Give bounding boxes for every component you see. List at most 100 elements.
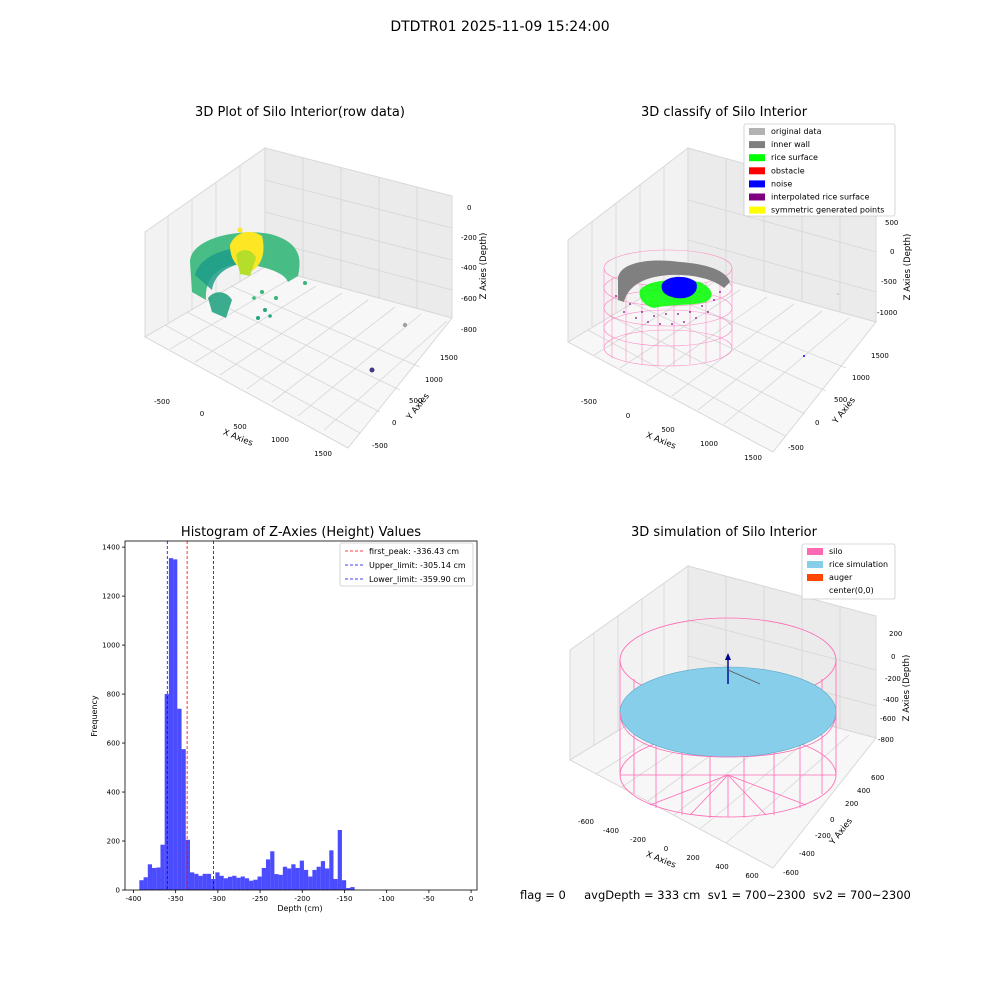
legend-label: Lower_limit: -359.90 cm	[369, 575, 466, 584]
x-tick-label: 0	[469, 895, 473, 903]
svg-text:0: 0	[830, 816, 834, 824]
svg-text:-200: -200	[630, 836, 646, 844]
histogram-bar	[143, 877, 148, 890]
histogram-bar	[350, 887, 355, 890]
legend-label: center(0,0)	[829, 586, 874, 595]
svg-text:-200: -200	[815, 832, 831, 840]
histogram-bar	[232, 875, 237, 890]
histogram-bar	[194, 873, 199, 890]
svg-text:-800: -800	[461, 326, 477, 334]
svg-text:-500: -500	[154, 398, 170, 406]
histogram-bar	[333, 878, 338, 890]
histogram-bar	[325, 868, 330, 890]
svg-text:-600: -600	[578, 818, 594, 826]
legend-swatch	[749, 128, 765, 135]
legend-label: inner wall	[771, 140, 810, 149]
histogram-frame	[124, 540, 478, 891]
histogram-bar	[211, 878, 216, 890]
histogram-bar	[282, 866, 288, 890]
histogram-bar	[299, 860, 304, 890]
svg-text:1500: 1500	[440, 354, 458, 362]
histogram-bar	[185, 839, 190, 890]
svg-text:500: 500	[885, 219, 898, 227]
svg-text:500: 500	[233, 423, 246, 431]
x-tick-label: -50	[423, 895, 434, 903]
histogram-bar	[206, 873, 212, 890]
histogram-bar	[278, 874, 283, 890]
y-tick-label: 1200	[102, 593, 120, 601]
histogram-bar	[181, 749, 186, 890]
svg-text:0: 0	[664, 845, 668, 853]
histogram-bar	[316, 866, 321, 890]
histogram-bar	[244, 878, 250, 890]
histogram-bar	[227, 876, 233, 890]
x-tick-label: -150	[337, 895, 353, 903]
status-footer: flag = 0 avgDepth = 333 cm sv1 = 700~230…	[520, 888, 911, 902]
svg-text:-600: -600	[880, 715, 896, 723]
svg-text:-400: -400	[883, 696, 899, 704]
legend-swatch	[749, 154, 765, 162]
svg-text:-800: -800	[878, 736, 894, 744]
legend-swatch	[807, 548, 823, 555]
histogram-bar	[202, 873, 207, 890]
panel-raw-3d: 3D Plot of Silo Interior(row data)	[143, 105, 489, 458]
panel-simulation-3d: 3D simulation of Silo Interior	[568, 525, 912, 880]
svg-text:600: 600	[745, 872, 758, 880]
legend-swatch	[807, 587, 823, 594]
histogram-bar	[164, 694, 169, 890]
legend-label: noise	[771, 179, 792, 188]
svg-text:-400: -400	[603, 827, 619, 835]
svg-text:200: 200	[845, 800, 858, 808]
raw-ylabel: Y Axies	[404, 391, 432, 423]
legend-label: symmetric generated points	[771, 206, 884, 215]
histogram-ylabel: Frequency	[90, 695, 99, 737]
histogram-bar	[308, 876, 313, 890]
histogram-bar	[198, 875, 203, 890]
classify-point-cloud	[615, 260, 839, 357]
panel-classify-3d: 3D classify of Silo Interior	[566, 105, 913, 462]
svg-text:1000: 1000	[700, 440, 718, 448]
svg-text:-500: -500	[581, 398, 597, 406]
histogram-bar	[189, 872, 195, 890]
svg-text:-500: -500	[881, 278, 897, 286]
classify-axes-ticks: -500 0 500 1000 1500 -500 0 500 1000 150…	[581, 219, 898, 462]
x-tick-label: -250	[252, 895, 268, 903]
svg-text:-600: -600	[783, 869, 799, 877]
histogram-axes: -400 -350 -300 -250 -200 -150 -100 -50 0 0 200 400 6…	[102, 544, 473, 903]
svg-text:0: 0	[392, 419, 396, 427]
svg-text:200: 200	[889, 630, 902, 638]
y-tick-label: 600	[107, 740, 120, 748]
svg-text:0: 0	[890, 248, 894, 256]
legend-swatch	[749, 206, 765, 214]
y-tick-label: 0	[116, 887, 120, 895]
histogram-bar	[265, 859, 271, 890]
histogram-legend: first_peak: -336.43 cm Upper_limit: -305.…	[339, 542, 474, 587]
classify-legend: original data inner wall rice surface obsta…	[743, 123, 896, 217]
histogram-bars	[139, 558, 355, 890]
svg-text:-200: -200	[461, 234, 477, 242]
svg-text:0: 0	[467, 204, 471, 212]
svg-text:-200: -200	[885, 675, 901, 683]
histogram-bar	[303, 869, 309, 890]
svg-text:-500: -500	[788, 444, 804, 452]
svg-text:-400: -400	[799, 850, 815, 858]
x-tick-label: -200	[294, 895, 310, 903]
y-tick-label: 1400	[102, 544, 120, 552]
histogram-bar	[346, 888, 351, 890]
svg-text:0: 0	[891, 653, 895, 661]
panel-simulation-title: 3D simulation of Silo Interior	[631, 525, 818, 540]
svg-text:0: 0	[200, 410, 204, 418]
legend-label: silo	[829, 547, 843, 556]
sim-silo-front	[619, 711, 837, 758]
histogram-bar	[341, 880, 347, 890]
legend-label: first_peak: -336.43 cm	[369, 547, 459, 556]
legend-label: Upper_limit: -305.14 cm	[369, 561, 466, 570]
x-tick-label: -100	[379, 895, 395, 903]
histogram-bar	[156, 867, 161, 890]
legend-swatch	[749, 141, 765, 149]
x-tick-label: -400	[125, 895, 141, 903]
histogram-bar	[274, 874, 279, 890]
svg-text:400: 400	[715, 863, 728, 871]
svg-text:-1000: -1000	[877, 309, 897, 317]
histogram-bar	[257, 876, 262, 890]
